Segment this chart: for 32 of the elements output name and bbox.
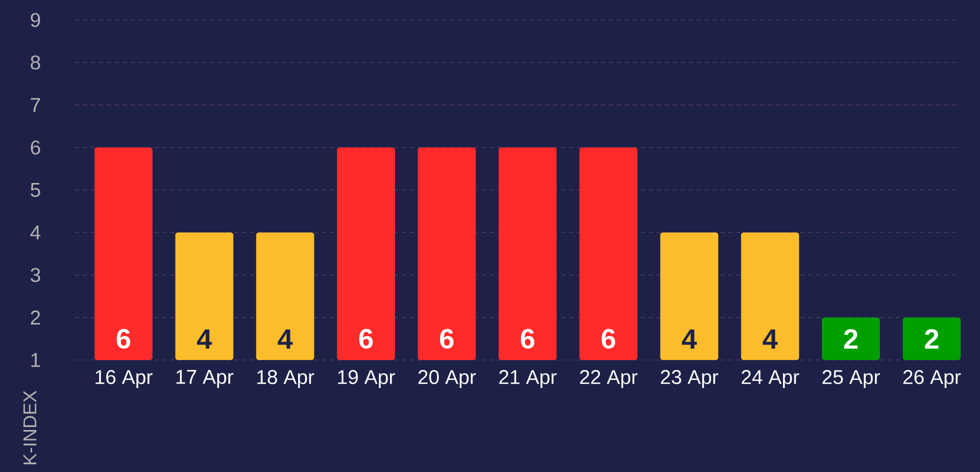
data-label: 4 xyxy=(196,329,212,349)
y-tick-label: 5 xyxy=(30,183,40,197)
data-label: 4 xyxy=(762,329,778,349)
x-tick-label: 21 Apr xyxy=(499,370,557,388)
data-label: 2 xyxy=(924,329,938,349)
y-tick-label: 9 xyxy=(30,12,40,28)
y-tick-label: 1 xyxy=(31,353,40,367)
data-label: 2 xyxy=(844,329,858,349)
y-tick-label: 6 xyxy=(30,140,40,155)
data-label: 6 xyxy=(440,328,454,349)
y-tick-label: 8 xyxy=(30,55,40,70)
data-label: 6 xyxy=(359,328,373,349)
y-tick-label: 3 xyxy=(30,268,40,282)
data-label: 6 xyxy=(520,328,534,349)
y-tick-label: 7 xyxy=(30,98,40,112)
x-tick-label: 22 Apr xyxy=(580,370,638,388)
x-tick-label: 17 Apr xyxy=(176,370,234,388)
x-tick-label: 26 Apr xyxy=(903,370,961,388)
data-label: 4 xyxy=(278,329,293,349)
y-tick-label: 2 xyxy=(30,310,40,324)
data-label: 6 xyxy=(602,328,616,349)
x-tick-label: 23 Apr xyxy=(660,370,718,388)
x-tick-label: 19 Apr xyxy=(338,370,395,388)
data-label: 6 xyxy=(116,328,130,349)
x-tick-label: 20 Apr xyxy=(418,370,476,388)
x-tick-label: 24 Apr xyxy=(742,370,800,388)
x-tick-label: 18 Apr xyxy=(257,370,314,388)
x-tick-label: 16 Apr xyxy=(96,370,152,388)
data-label: 4 xyxy=(682,329,697,349)
x-tick-label: 25 Apr xyxy=(822,370,880,388)
y-axis-title: K-INDEX xyxy=(23,390,36,464)
y-tick-label: 4 xyxy=(30,226,40,240)
